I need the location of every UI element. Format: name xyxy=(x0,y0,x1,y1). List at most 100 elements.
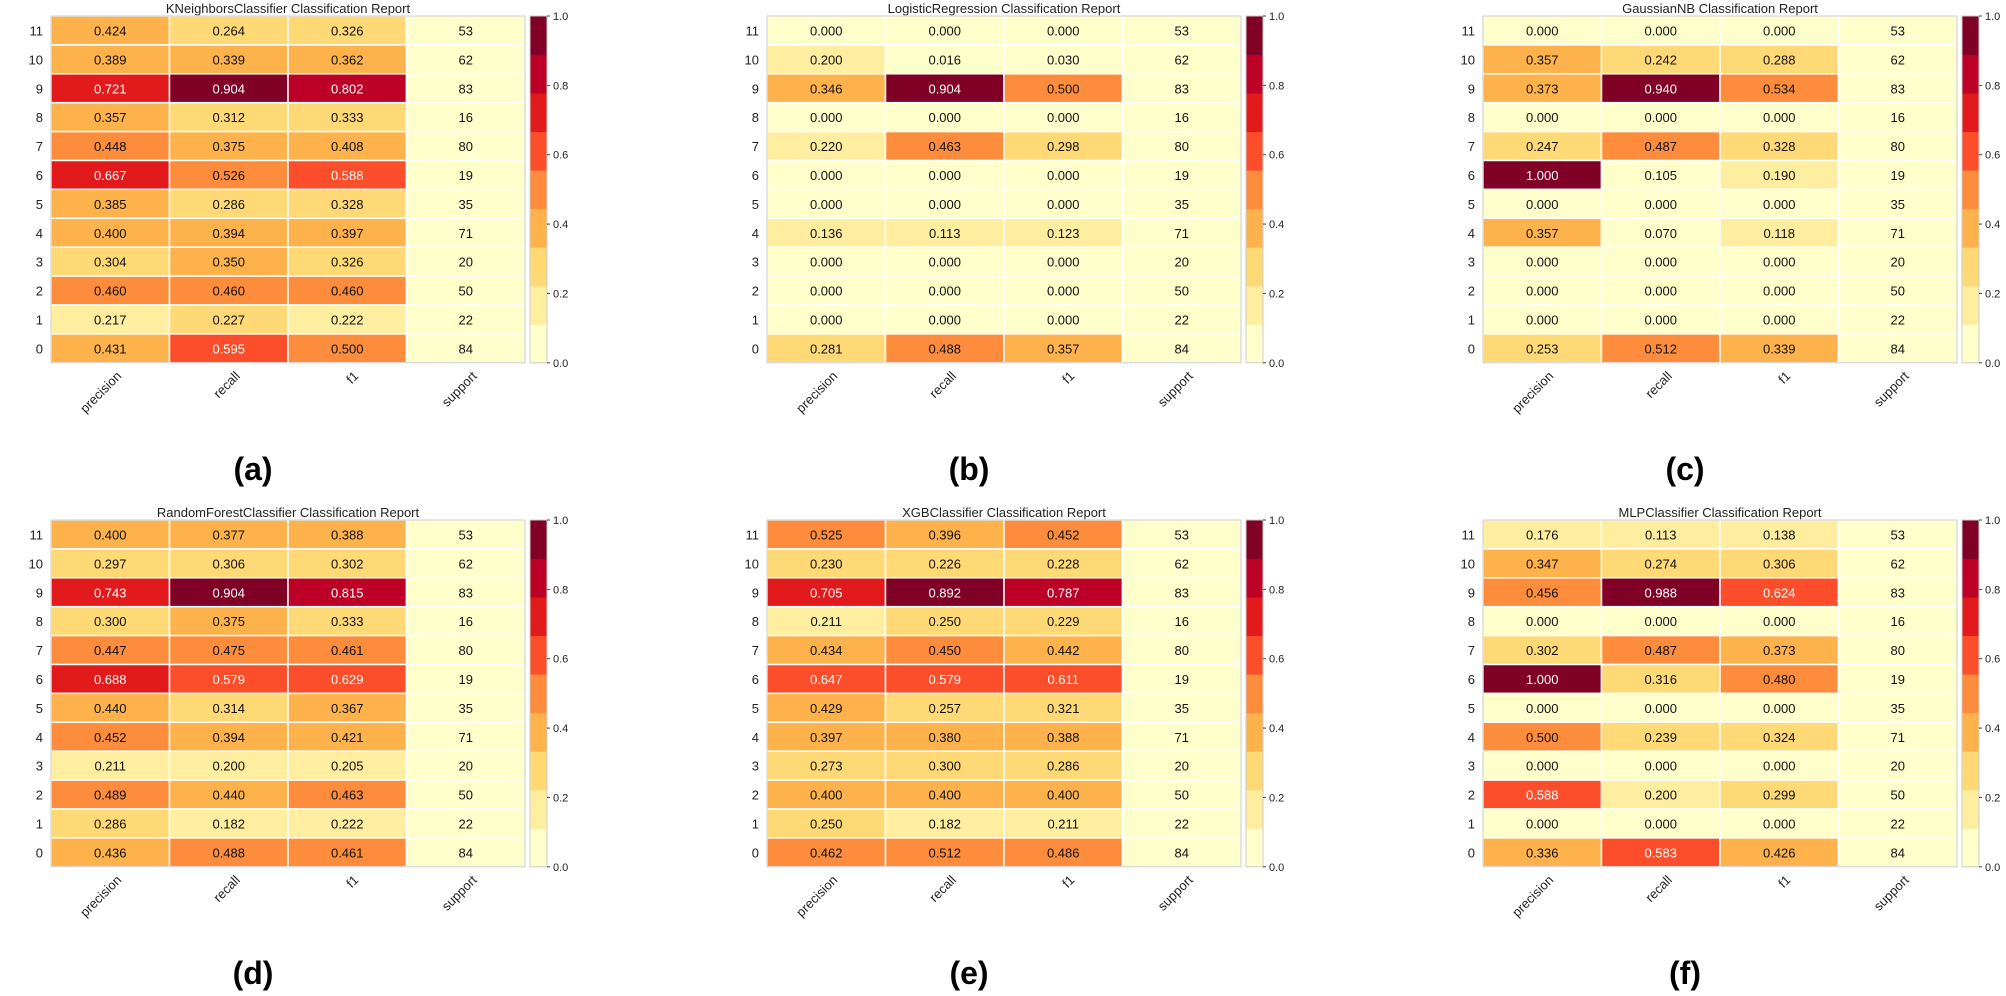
colorbar-frame xyxy=(1245,15,1264,364)
heatmap-cell xyxy=(1482,217,1603,248)
colorbar-segment xyxy=(530,828,547,868)
cell-value: 0.226 xyxy=(928,556,961,571)
cell-value: 35 xyxy=(1891,197,1905,212)
cell-value: 53 xyxy=(459,23,473,38)
heatmap-cell xyxy=(1600,837,1721,868)
colorbar-tick-label: 0.4 xyxy=(1985,219,2000,231)
colorbar-segment xyxy=(1962,520,1979,560)
cell-value: 83 xyxy=(1891,585,1905,600)
heatmap-cell xyxy=(287,837,408,868)
heatmap-cell xyxy=(884,333,1005,364)
heatmap-cell xyxy=(766,634,887,666)
row-label: 7 xyxy=(36,643,43,658)
cell-value: 0.488 xyxy=(928,341,961,356)
cell-value: 0.000 xyxy=(810,312,843,327)
cell-value: 0.000 xyxy=(1644,759,1677,774)
cell-value: 71 xyxy=(1891,730,1905,745)
row-label: 4 xyxy=(752,730,759,745)
heatmap-cell xyxy=(1600,750,1721,781)
cell-value: 0.389 xyxy=(94,52,127,67)
cell-value: 0.000 xyxy=(1644,23,1677,38)
heatmap-cell xyxy=(405,605,526,637)
cell-value: 0.512 xyxy=(928,845,961,860)
colorbar-segment xyxy=(1246,324,1263,364)
chart-title: XGBClassifier Classification Report xyxy=(902,505,1106,520)
column-label: f1 xyxy=(343,368,361,386)
colorbar-tick-label: 0.6 xyxy=(553,654,568,666)
cell-value: 0.000 xyxy=(1644,255,1677,270)
colorbar-segment xyxy=(1962,324,1979,364)
row-label: 1 xyxy=(36,816,43,831)
heatmap-cell xyxy=(1837,721,1958,752)
colorbar-frame xyxy=(1245,519,1264,868)
cell-value: 0.426 xyxy=(1763,845,1796,860)
row-label: 11 xyxy=(30,23,44,38)
cell-value: 0.070 xyxy=(1644,226,1677,241)
heatmap-cell xyxy=(1719,750,1840,781)
heatmap-cell xyxy=(1600,188,1721,220)
heatmap-cell xyxy=(168,159,289,191)
row-label: 3 xyxy=(1468,255,1475,270)
heatmap-cell xyxy=(884,275,1005,306)
colorbar-tick-label: 0.4 xyxy=(553,723,568,735)
heatmap-cell xyxy=(1719,15,1840,46)
cell-value: 0.400 xyxy=(1047,788,1080,803)
heatmap-cell xyxy=(1003,837,1124,868)
row-label: 3 xyxy=(752,759,759,774)
cell-value: 0.385 xyxy=(94,197,127,212)
row-label: 10 xyxy=(745,52,759,67)
colorbar-segment xyxy=(1962,674,1979,714)
cell-value: 53 xyxy=(1891,23,1905,38)
cell-value: 0.264 xyxy=(212,23,245,38)
heatmap-cell xyxy=(287,721,408,752)
chart-title: RandomForestClassifier Classification Re… xyxy=(157,505,420,520)
row-label: 6 xyxy=(1468,168,1475,183)
cell-value: 0.450 xyxy=(928,643,961,658)
colorbar-segment xyxy=(1246,520,1263,560)
cell-value: 1.000 xyxy=(1526,672,1559,687)
row-label: 4 xyxy=(36,226,43,241)
cell-value: 0.488 xyxy=(212,845,245,860)
colorbar-tick-label: 0.0 xyxy=(1269,862,1284,874)
row-label: 8 xyxy=(36,614,43,629)
row-label: 6 xyxy=(752,672,759,687)
cell-value: 0.588 xyxy=(331,168,364,183)
heatmap-cell xyxy=(1003,779,1124,810)
colorbar-tick-label: 1.0 xyxy=(1269,515,1284,527)
heatmap-cell xyxy=(405,577,526,608)
column-label: support xyxy=(1871,368,1913,410)
cell-value: 0.988 xyxy=(1644,585,1677,600)
row-label: 4 xyxy=(36,730,43,745)
cell-value: 0.273 xyxy=(810,759,843,774)
heatmap-cell xyxy=(884,130,1005,162)
colorbar-segment xyxy=(1246,597,1263,637)
cell-value: 0.000 xyxy=(810,255,843,270)
cell-value: 0.375 xyxy=(212,139,245,154)
row-label: 9 xyxy=(36,81,43,96)
cell-value: 0.460 xyxy=(94,284,127,299)
cell-value: 0.228 xyxy=(1047,556,1080,571)
heatmap-cell xyxy=(50,217,171,248)
cell-value: 0.452 xyxy=(1047,527,1080,542)
cell-value: 0.274 xyxy=(1644,556,1677,571)
heatmap-cell xyxy=(884,692,1005,724)
row-label: 0 xyxy=(752,845,759,860)
cell-value: 0.394 xyxy=(212,226,245,241)
heatmap-cell xyxy=(1600,15,1721,46)
heatmap-cell xyxy=(405,246,526,277)
row-label: 5 xyxy=(1468,197,1475,212)
cell-value: 0.000 xyxy=(1526,255,1559,270)
cell-value: 20 xyxy=(459,255,473,270)
cell-value: 22 xyxy=(459,816,473,831)
cell-value: 50 xyxy=(459,284,473,299)
colorbar-segment xyxy=(1962,247,1979,287)
heatmap-cell xyxy=(1600,73,1721,104)
cell-value: 0.297 xyxy=(94,556,127,571)
cell-value: 0.306 xyxy=(212,556,245,571)
cell-value: 22 xyxy=(1891,816,1905,831)
cell-value: 0.118 xyxy=(1763,226,1795,241)
heatmap-cell xyxy=(1121,159,1242,191)
cell-value: 0.000 xyxy=(1526,284,1559,299)
heatmap-cell xyxy=(1719,304,1840,335)
cell-value: 0.397 xyxy=(331,226,364,241)
